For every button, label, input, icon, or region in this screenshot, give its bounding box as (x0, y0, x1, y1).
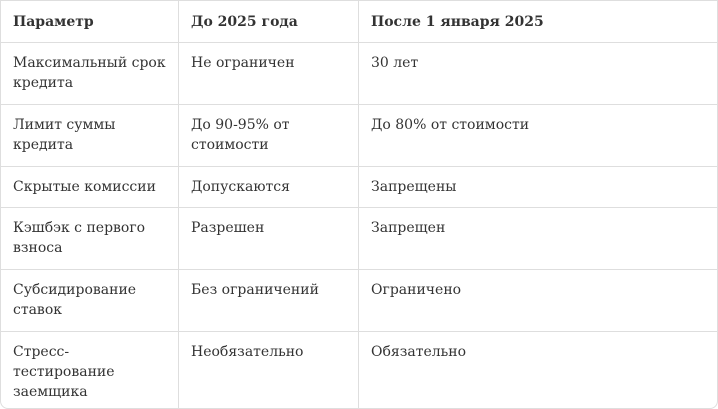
before-cell: Разрешен (178, 207, 359, 270)
table-row: Субсидирование ставок Без ограничений Огра… (1, 269, 717, 332)
after-cell: До 80% от стоимости (358, 104, 717, 167)
parameter-cell: Кэшбэк с первого взноса (1, 207, 179, 270)
after-cell: Ограничено (358, 269, 717, 332)
before-cell: Без ограничений (178, 269, 359, 332)
parameter-cell: Скрытые комиссии (1, 166, 179, 208)
before-cell: До 90-95% от стоимости (178, 104, 359, 167)
before-cell: Не ограничен (178, 42, 359, 105)
parameter-cell: Максимальный срок кредита (1, 42, 179, 105)
after-cell: 30 лет (358, 42, 717, 105)
parameter-cell: Стресс-тестирование заемщика (1, 331, 179, 408)
header-parameter: Параметр (1, 1, 179, 43)
table-header-row: Параметр До 2025 года После 1 января 202… (1, 1, 717, 43)
after-cell: Запрещены (358, 166, 717, 208)
table-row: Скрытые комиссии Допускаются Запрещены (1, 166, 717, 208)
table-row: Максимальный срок кредита Не ограничен 30 … (1, 42, 717, 105)
table-row: Стресс-тестирование заемщика Необязательн… (1, 331, 717, 408)
before-cell: Допускаются (178, 166, 359, 208)
table-row: Кэшбэк с первого взноса Разрешен Запрещен (1, 207, 717, 270)
parameter-cell: Субсидирование ставок (1, 269, 179, 332)
header-before-2025: До 2025 года (178, 1, 359, 43)
before-cell: Необязательно (178, 331, 359, 408)
after-cell: Обязательно (371, 344, 467, 360)
after-cell: Запрещен (358, 207, 717, 270)
header-after-2025: После 1 января 2025 (358, 1, 717, 43)
parameter-cell: Лимит суммы кредита (1, 104, 179, 167)
table-row: Лимит суммы кредита До 90-95% от стоимост… (1, 104, 717, 167)
